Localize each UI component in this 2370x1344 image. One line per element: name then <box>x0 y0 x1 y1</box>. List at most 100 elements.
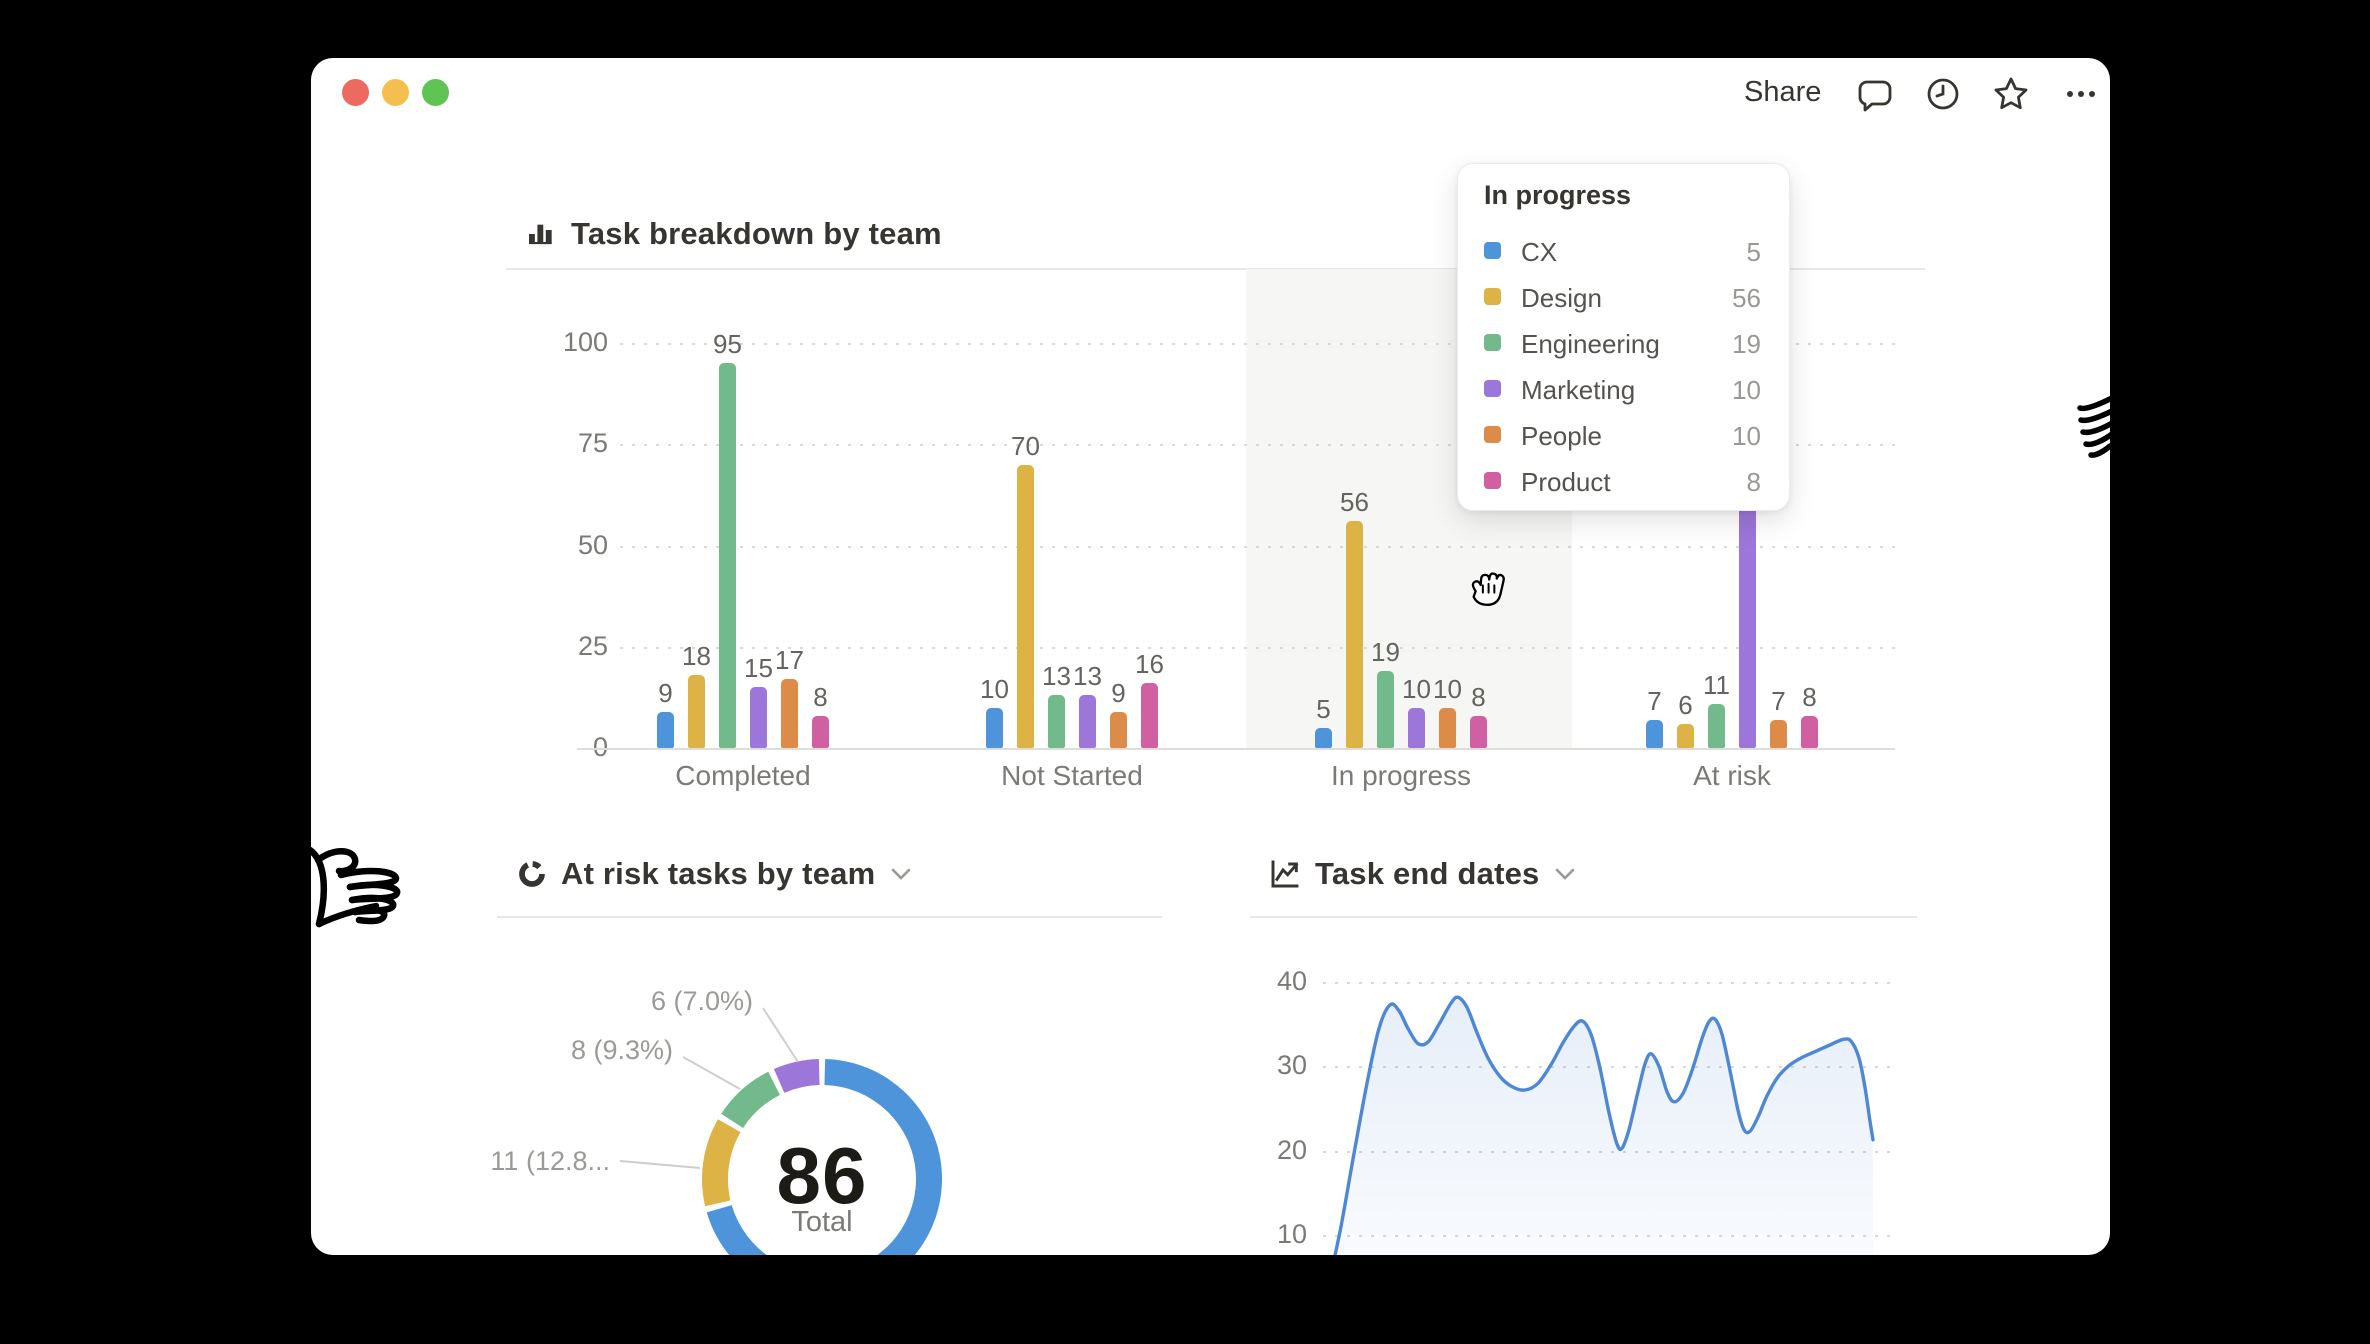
donut-slice[interactable] <box>702 1119 741 1207</box>
bar-not-started-product[interactable] <box>1141 683 1158 748</box>
line-chart-divider <box>1250 916 1917 918</box>
team-color-swatch <box>1484 334 1501 351</box>
line-y-tick: 10 <box>1276 1219 1307 1249</box>
share-button[interactable]: Share <box>1744 76 1822 108</box>
team-color-swatch <box>1484 380 1501 397</box>
y-axis-tick: 100 <box>562 327 608 357</box>
tooltip-team-value: 5 <box>1746 237 1761 267</box>
bar-in-progress-people[interactable] <box>1439 707 1456 748</box>
donut-label-gold: 11 (12.8... <box>490 1146 610 1176</box>
bar-at-risk-design[interactable] <box>1677 723 1694 748</box>
donut-slice[interactable] <box>706 1059 942 1255</box>
bar-not-started-cx[interactable] <box>986 707 1003 748</box>
x-axis-category: Not Started <box>1001 760 1143 791</box>
bar-completed-design[interactable] <box>688 675 705 748</box>
bar-value-label: 6 <box>1678 689 1693 720</box>
y-axis-tick: 50 <box>577 530 608 560</box>
bar-not-started-engineering[interactable] <box>1048 695 1065 748</box>
donut-chart[interactable] <box>702 1059 942 1255</box>
bar-in-progress-cx[interactable] <box>1315 727 1332 749</box>
tooltip-team-name: Marketing <box>1521 375 1636 405</box>
bar-in-progress-engineering[interactable] <box>1377 671 1394 748</box>
x-axis-line <box>577 748 1895 750</box>
bar-chart-divider <box>506 268 1925 270</box>
y-axis-tick: 0 <box>592 732 608 762</box>
tooltip-row: Design 56 <box>1458 274 1789 320</box>
line-gridline <box>1323 982 1895 984</box>
line-chart-icon <box>1271 860 1299 888</box>
tooltip-team-name: CX <box>1521 237 1558 267</box>
tooltip-team-name: Product <box>1521 467 1611 497</box>
bar-at-risk-marketing[interactable] <box>1739 505 1756 748</box>
donut-divider <box>497 916 1162 918</box>
chart-tooltip: In progress CX 5 Design 56 Engineering 1… <box>1457 163 1790 511</box>
tooltip-row: Engineering 19 <box>1458 320 1789 366</box>
line-chart-title: Task end dates <box>1315 856 1540 891</box>
bar-value-label: 15 <box>744 653 773 684</box>
bar-at-risk-cx[interactable] <box>1646 719 1663 748</box>
bar-value-label: 9 <box>1111 677 1126 708</box>
more-icon[interactable] <box>2061 74 2101 114</box>
team-color-swatch <box>1484 472 1501 489</box>
line-chart-header[interactable]: Task end dates <box>1269 856 1577 892</box>
bar-value-label: 7 <box>1647 685 1662 716</box>
bar-value-label: 56 <box>1340 487 1369 518</box>
window-zoom-button[interactable] <box>422 79 449 106</box>
bar-completed-people[interactable] <box>781 679 798 748</box>
bar-completed-product[interactable] <box>812 715 829 748</box>
line-y-tick: 30 <box>1276 1050 1307 1080</box>
bar-value-label: 17 <box>775 645 804 676</box>
comment-icon[interactable] <box>1855 74 1895 114</box>
donut-slice[interactable] <box>721 1071 780 1128</box>
bar-completed-marketing[interactable] <box>750 687 767 749</box>
tooltip-team-value: 8 <box>1746 467 1761 497</box>
bar-value-label: 19 <box>1371 637 1400 667</box>
bar-value-label: 8 <box>1802 681 1817 712</box>
bar-in-progress-product[interactable] <box>1470 715 1487 748</box>
donut-chart-header[interactable]: At risk tasks by team <box>517 856 913 892</box>
bar-value-label: 95 <box>713 329 742 360</box>
hand-cursor <box>1471 572 1505 606</box>
bar-at-risk-people[interactable] <box>1770 719 1787 748</box>
window-close-button[interactable] <box>342 79 369 106</box>
line-y-tick: 20 <box>1276 1135 1307 1165</box>
bar-not-started-marketing[interactable] <box>1079 695 1096 748</box>
clock-icon[interactable] <box>1923 74 1963 114</box>
bar-value-label: 70 <box>1011 430 1040 461</box>
bar-at-risk-product[interactable] <box>1801 715 1818 748</box>
bar-value-label: 10 <box>1433 673 1462 704</box>
tooltip-team-value: 19 <box>1732 329 1761 359</box>
app-window: Share Task breakdown by team 100 75 50 25 0 9… <box>311 58 2110 1255</box>
star-icon[interactable] <box>1991 74 2031 114</box>
tooltip-row: CX 5 <box>1458 228 1789 274</box>
tooltip-team-value: 10 <box>1732 375 1761 405</box>
area-fill <box>1332 997 1873 1255</box>
gridline <box>620 647 1895 649</box>
gridline <box>620 343 1895 345</box>
bar-completed-cx[interactable] <box>657 711 674 748</box>
chevron-down-icon[interactable] <box>889 866 913 882</box>
gridline <box>620 546 1895 548</box>
window-minimize-button[interactable] <box>382 79 409 106</box>
line-chart-plot[interactable] <box>1311 938 1911 1255</box>
bar-not-started-design[interactable] <box>1017 464 1034 748</box>
bar-at-risk-engineering[interactable] <box>1708 703 1725 748</box>
bar-chart-header[interactable]: Task breakdown by team <box>525 216 942 252</box>
line-y-tick: 40 <box>1276 966 1307 996</box>
chevron-down-icon[interactable] <box>1553 866 1577 882</box>
bar-in-progress-design[interactable] <box>1346 521 1363 748</box>
bar-completed-engineering[interactable] <box>719 363 736 749</box>
tooltip-title: In progress <box>1484 180 1632 210</box>
bar-value-label: 7 <box>1771 685 1786 716</box>
x-axis-category: In progress <box>1330 760 1472 791</box>
trend-line[interactable] <box>1332 995 1875 1255</box>
donut-slice[interactable] <box>773 1059 820 1093</box>
bar-in-progress-marketing[interactable] <box>1408 707 1425 748</box>
y-axis-tick: 75 <box>577 428 608 458</box>
bar-not-started-people[interactable] <box>1110 711 1127 748</box>
tooltip-team-name: Engineering <box>1521 329 1660 359</box>
y-axis-tick: 25 <box>577 631 608 661</box>
x-axis-category: At risk <box>1693 760 1771 791</box>
tooltip-team-value: 56 <box>1732 283 1761 313</box>
